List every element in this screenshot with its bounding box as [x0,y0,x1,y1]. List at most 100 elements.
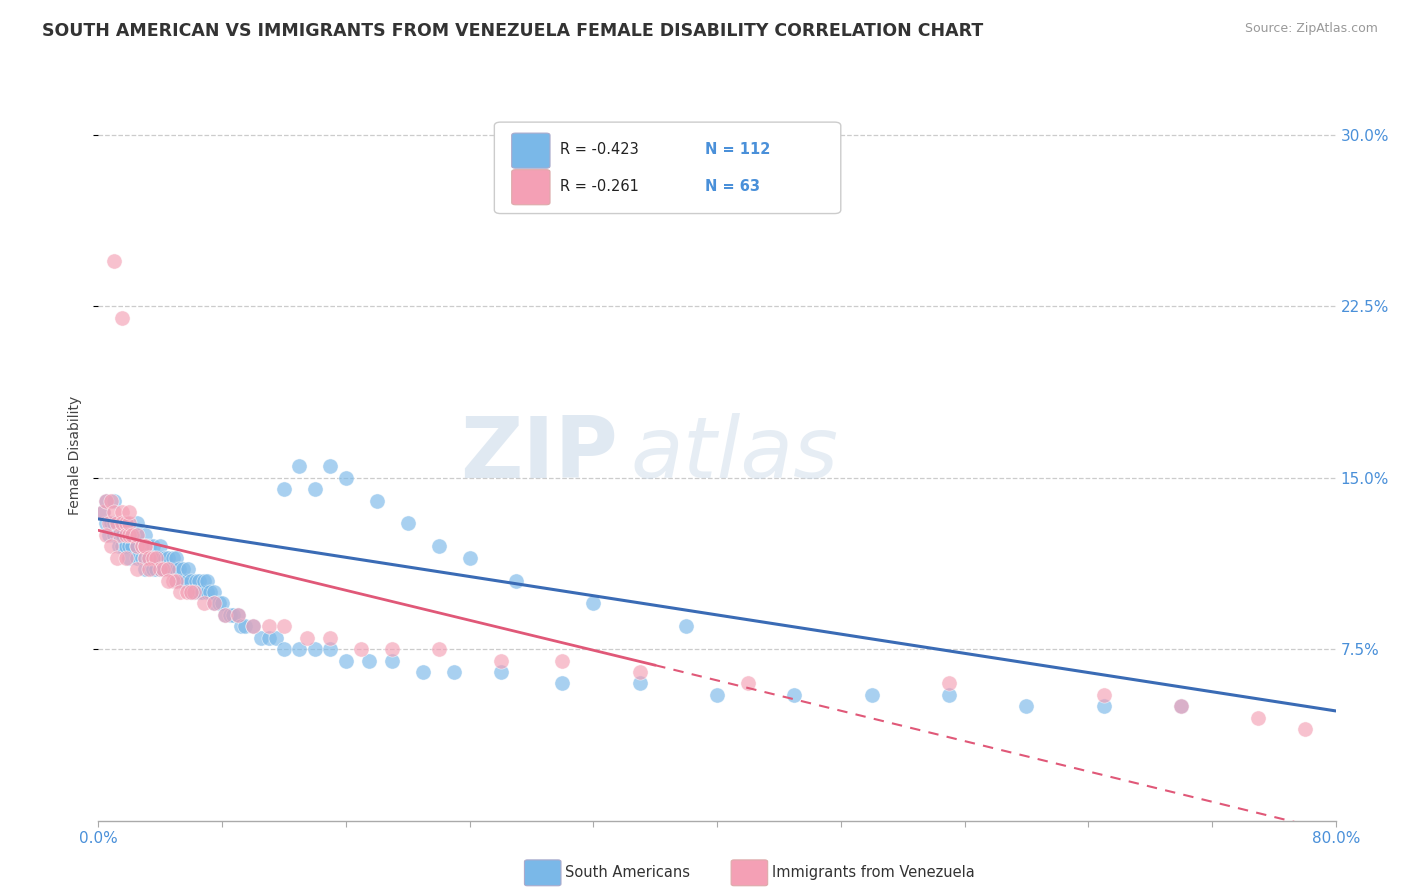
Text: SOUTH AMERICAN VS IMMIGRANTS FROM VENEZUELA FEMALE DISABILITY CORRELATION CHART: SOUTH AMERICAN VS IMMIGRANTS FROM VENEZU… [42,22,983,40]
Point [153,550,176,565]
Point [160,562,183,576]
Point [489,665,512,679]
Text: South Americans: South Americans [565,865,690,880]
Point [131,539,153,553]
Point [938,688,960,702]
Point [381,642,404,657]
Point [242,619,264,633]
Point [214,607,236,622]
Point [288,642,311,657]
Point [112,528,135,542]
Point [304,482,326,496]
Point [458,550,481,565]
Point [184,574,207,588]
Point [149,562,172,576]
Point [412,665,434,679]
Point [396,516,419,531]
Point [250,631,273,645]
Point [118,550,141,565]
Point [176,574,198,588]
Point [162,550,184,565]
Point [98,528,121,542]
Point [111,528,134,542]
Point [335,654,357,668]
Point [165,550,187,565]
Point [489,654,512,668]
Point [169,574,191,588]
Point [211,597,233,611]
Point [134,562,156,576]
Text: N = 63: N = 63 [704,179,759,194]
Point [219,607,242,622]
Point [229,619,252,633]
Point [1092,688,1115,702]
Point [157,550,180,565]
Point [131,539,153,553]
Point [152,562,174,576]
Point [157,562,180,576]
Point [198,585,221,599]
Point [115,539,138,553]
Point [107,528,129,542]
Point [319,631,342,645]
Point [628,665,651,679]
Point [134,539,156,553]
Point [1294,723,1316,737]
Point [138,550,160,565]
Point [427,539,450,553]
Point [335,471,357,485]
Point [134,539,156,553]
Point [183,585,205,599]
Point [706,688,728,702]
Point [191,585,214,599]
Text: N = 112: N = 112 [704,142,770,157]
Point [134,539,156,553]
Point [121,528,143,542]
Point [266,631,288,645]
Point [582,597,605,611]
Point [319,459,342,474]
Point [222,607,245,622]
Text: Immigrants from Venezuela: Immigrants from Venezuela [772,865,974,880]
Point [169,585,191,599]
Point [176,585,198,599]
Point [118,528,141,542]
Point [1015,699,1038,714]
Point [257,619,280,633]
Point [121,528,143,542]
Point [118,516,141,531]
Point [226,607,249,622]
Point [195,574,218,588]
Point [938,676,960,690]
Point [162,574,184,588]
Point [165,574,187,588]
Point [737,676,759,690]
Text: Source: ZipAtlas.com: Source: ZipAtlas.com [1244,22,1378,36]
Y-axis label: Female Disability: Female Disability [69,395,83,515]
Point [115,550,138,565]
Point [138,539,160,553]
Point [427,642,450,657]
Point [173,574,195,588]
Point [100,493,122,508]
Point [91,505,114,519]
Point [193,597,215,611]
Point [505,574,527,588]
Point [628,676,651,690]
Point [1092,699,1115,714]
Point [146,550,169,565]
Point [105,516,128,531]
Point [204,585,226,599]
Point [100,516,122,531]
Point [273,619,295,633]
Point [551,676,574,690]
Point [91,505,114,519]
Point [149,562,172,576]
Point [193,574,215,588]
Point [118,539,141,553]
Text: atlas: atlas [630,413,838,497]
Point [173,562,195,576]
Point [273,642,295,657]
Text: R = -0.261: R = -0.261 [560,179,638,194]
Point [96,528,118,542]
